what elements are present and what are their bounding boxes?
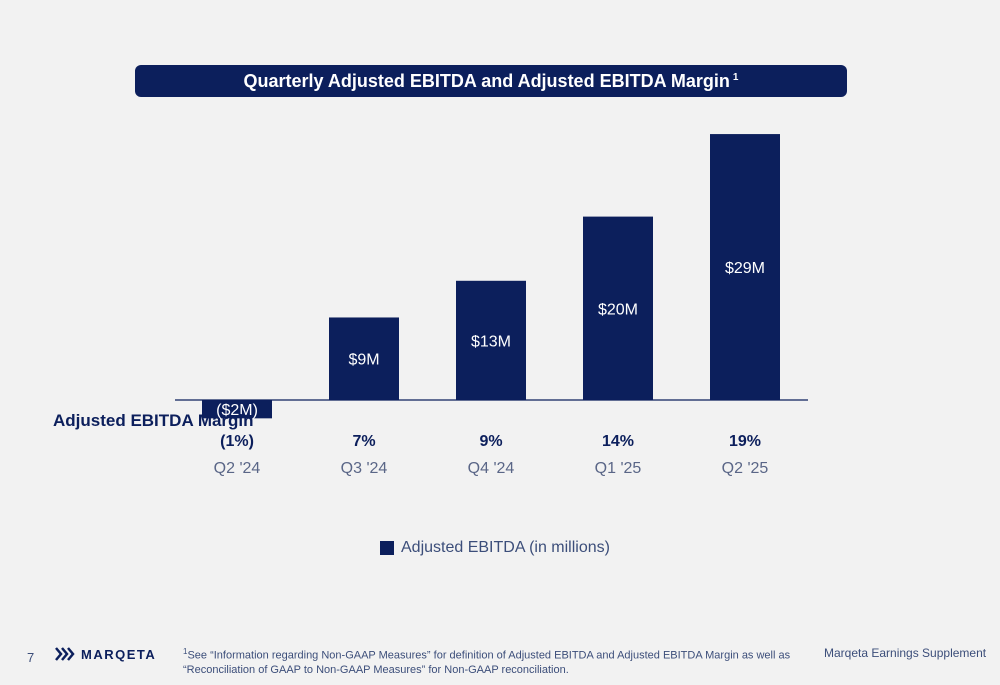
chart-title-footnote-marker: 1 (732, 71, 739, 83)
x-tick-label-2: Q3 '24 (341, 460, 388, 477)
bar-value-label-4: $20M (598, 301, 638, 318)
footnote: 1See “Information regarding Non-GAAP Mea… (183, 645, 803, 677)
legend-swatch (380, 541, 394, 555)
chart-title: Quarterly Adjusted EBITDA and Adjusted E… (243, 70, 730, 91)
bar-value-label-1: ($2M) (216, 402, 258, 419)
legend-label: Adjusted EBITDA (in millions) (401, 539, 610, 556)
margin-value-3: 9% (479, 433, 502, 450)
bar-5 (710, 134, 780, 400)
document-name: Marqeta Earnings Supplement (824, 646, 987, 660)
x-tick-label-3: Q4 '24 (468, 460, 515, 477)
bar-value-label-2: $9M (348, 352, 379, 369)
chevrons-icon (55, 647, 75, 661)
x-tick-label-4: Q1 '25 (595, 460, 642, 477)
bar-4 (583, 216, 653, 400)
x-tick-label-1: Q2 '24 (214, 460, 261, 477)
page-number: 7 (27, 650, 35, 665)
margin-row-label: Adjusted EBITDA Margin (53, 411, 254, 430)
bar-2 (329, 317, 399, 400)
bar-1 (202, 400, 272, 419)
footnote-marker: 1 (183, 647, 188, 656)
chart-title-bar: Quarterly Adjusted EBITDA and Adjusted E… (135, 65, 847, 97)
margin-value-1: (1%) (220, 433, 254, 450)
margin-value-5: 19% (729, 433, 761, 450)
margin-value-4: 14% (602, 433, 634, 450)
marqeta-logo: MARQETA (55, 646, 156, 662)
bar-value-label-3: $13M (471, 333, 511, 350)
logo-text: MARQETA (81, 646, 157, 662)
footnote-text: See “Information regarding Non-GAAP Meas… (183, 649, 791, 676)
bar-3 (456, 280, 526, 400)
chart-legend: Adjusted EBITDA (in millions) (380, 539, 610, 557)
margin-value-2: 7% (352, 433, 375, 450)
bar-value-label-5: $29M (725, 260, 765, 277)
x-tick-label-5: Q2 '25 (722, 460, 769, 477)
